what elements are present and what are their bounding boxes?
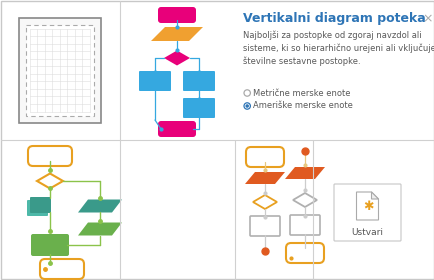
FancyBboxPatch shape [285,243,323,263]
Polygon shape [371,192,378,199]
FancyBboxPatch shape [250,216,279,236]
FancyBboxPatch shape [158,7,196,23]
Polygon shape [78,199,122,213]
Circle shape [243,103,250,109]
FancyBboxPatch shape [27,200,48,216]
Text: Vertikalni diagram poteka: Vertikalni diagram poteka [243,12,425,25]
FancyBboxPatch shape [40,259,84,279]
FancyBboxPatch shape [183,98,214,118]
Polygon shape [284,167,324,179]
Polygon shape [356,192,378,220]
Polygon shape [151,27,203,41]
Bar [19,18,101,123]
Polygon shape [164,50,190,66]
Text: Najboljši za postopke od zgoraj navzdol ali
sisteme, ki so hierarhično urejeni a: Najboljši za postopke od zgoraj navzdol … [243,30,434,66]
FancyBboxPatch shape [246,147,283,167]
Circle shape [243,90,250,96]
FancyBboxPatch shape [289,215,319,235]
Polygon shape [293,193,316,207]
Text: Metrične merske enote: Metrične merske enote [253,88,350,97]
FancyBboxPatch shape [183,71,214,91]
FancyBboxPatch shape [28,146,72,166]
Polygon shape [244,172,284,184]
Bar [26,25,94,115]
Polygon shape [78,223,122,235]
FancyBboxPatch shape [31,234,69,256]
Text: Ustvari: Ustvari [351,228,383,237]
Circle shape [245,104,248,108]
Polygon shape [37,174,63,188]
Text: Ameriške merske enote: Ameriške merske enote [253,102,352,111]
FancyBboxPatch shape [333,184,400,241]
Text: ×: × [421,12,431,25]
Text: ✱: ✱ [363,200,373,213]
FancyBboxPatch shape [139,71,171,91]
Polygon shape [253,195,276,209]
FancyBboxPatch shape [30,197,51,213]
FancyBboxPatch shape [158,121,196,137]
